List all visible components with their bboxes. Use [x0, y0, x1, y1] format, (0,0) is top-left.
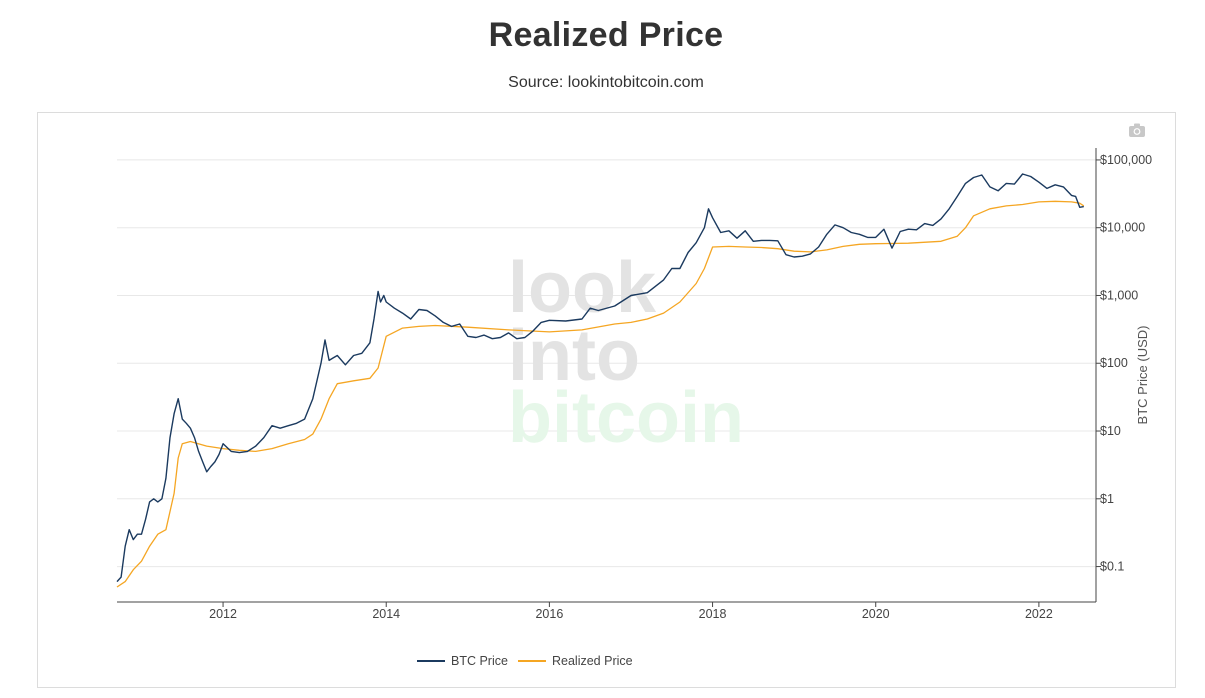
x-tick-label: 2012 — [209, 607, 237, 621]
camera-icon[interactable] — [1128, 122, 1146, 138]
watermark-look: look — [508, 248, 657, 328]
chart-frame — [37, 112, 1176, 688]
grid-lines — [117, 159, 1096, 568]
watermark-into: into — [508, 316, 640, 396]
y-axis-title: BTC Price (USD) — [1135, 326, 1150, 425]
y-tick-label: $1,000 — [1100, 288, 1138, 302]
x-tick-label: 2020 — [862, 607, 890, 621]
legend-item-btc-price[interactable]: BTC Price — [417, 654, 508, 668]
y-tick-label: $1 — [1100, 492, 1114, 506]
page-subtitle: Source: lookintobitcoin.com — [508, 74, 704, 91]
y-tick-label: $0.1 — [1100, 560, 1124, 574]
legend-item-realized-price[interactable]: Realized Price — [518, 654, 633, 668]
realized-price-line — [116, 200, 1085, 588]
y-tick-label: $100 — [1100, 356, 1128, 370]
x-tick-label: 2022 — [1025, 607, 1053, 621]
legend-swatch-btc — [417, 660, 445, 662]
watermark: look into bitcoin — [508, 248, 744, 458]
y-tick-label: $10 — [1100, 424, 1121, 438]
x-tick-label: 2014 — [372, 607, 400, 621]
series-lines — [116, 173, 1085, 588]
axes: $0.1 $1 $10 $100 $1,000 $10,000 $100,000 2012 20… — [117, 148, 1152, 621]
btc-price-line — [116, 173, 1084, 583]
legend-label-btc: BTC Price — [451, 654, 508, 668]
y-tick-label: $100,000 — [1100, 153, 1152, 167]
x-tick-label: 2016 — [535, 607, 563, 621]
x-tick-label: 2018 — [699, 607, 727, 621]
y-tick-label: $10,000 — [1100, 221, 1145, 235]
watermark-bitcoin: bitcoin — [508, 378, 744, 458]
legend-swatch-realized — [518, 660, 546, 662]
legend-label-realized: Realized Price — [552, 654, 633, 668]
legend: BTC Price Realized Price — [0, 654, 1205, 672]
page-title: Realized Price — [488, 16, 724, 54]
